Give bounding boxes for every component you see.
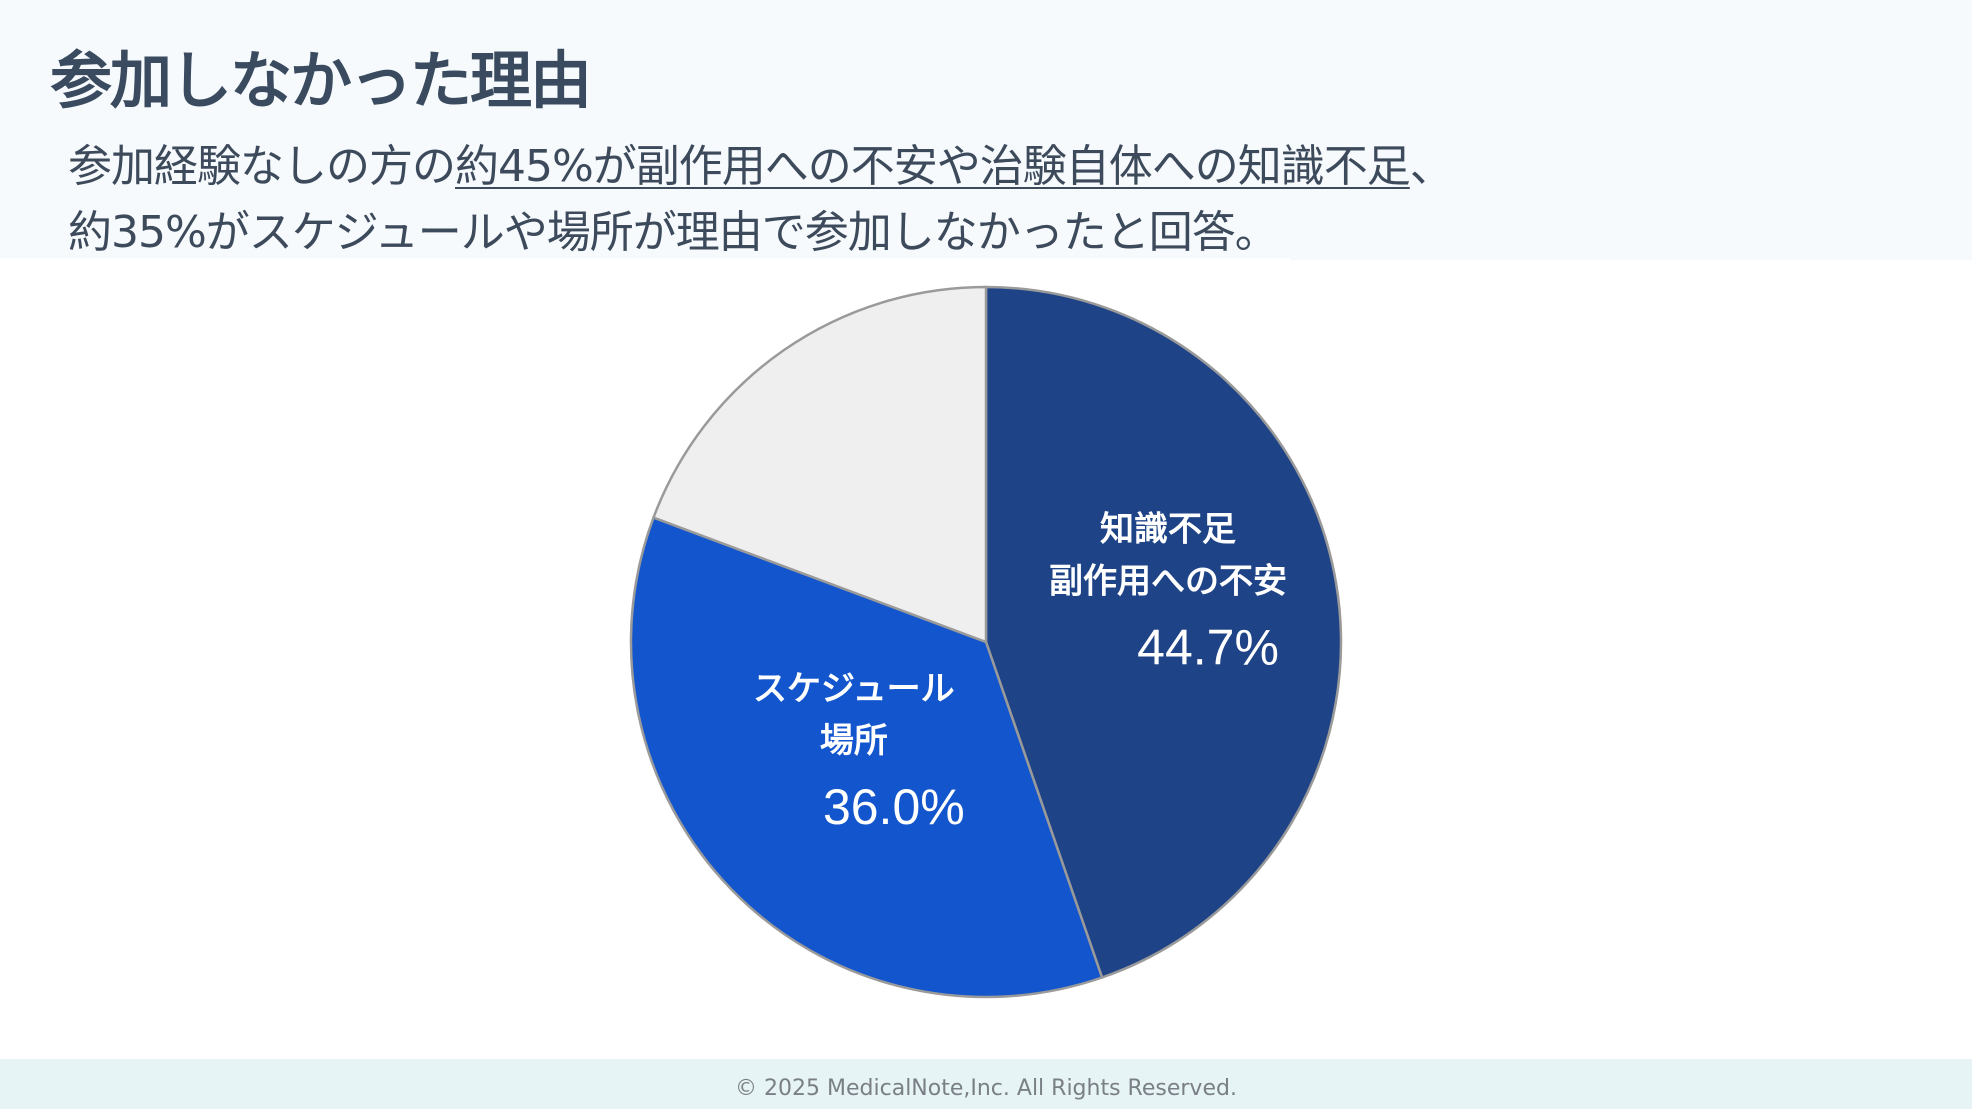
header-band-edge (1290, 250, 1972, 260)
slice-label-0-line-0: 知識不足 (1100, 509, 1236, 549)
slice-label-1-line-1: 場所 (820, 721, 888, 761)
pie-slice-0 (984, 285, 1343, 980)
subtitle-line-1: 参加経験なしの方の約45%が副作用への不安や治験自体への知識不足、 (68, 134, 1454, 200)
slice-label-1-line-0: スケジュール (753, 669, 955, 709)
pie-slice-1 (629, 515, 1104, 999)
slide-subtitle: 参加経験なしの方の約45%が副作用への不安や治験自体への知識不足、 約35%がス… (68, 134, 1454, 266)
footer-band (0, 1059, 1972, 1109)
subtitle-line-1-post: 、 (1409, 141, 1454, 192)
slide-title: 参加しなかった理由 (50, 44, 592, 117)
slice-value-label-1: 36.0% (823, 779, 965, 835)
slice-label-0-line-1: 副作用への不安 (1049, 561, 1287, 601)
pie-slice-2 (651, 285, 988, 644)
copyright-text: © 2025 MedicalNote,Inc. All Rights Reser… (735, 1076, 1237, 1101)
header-band (0, 0, 1972, 258)
subtitle-line-1-pre: 参加経験なしの方の (68, 141, 456, 192)
subtitle-line-2: 約35%がスケジュールや場所が理由で参加しなかったと回答。 (68, 207, 1279, 258)
subtitle-highlight: 約45%が副作用への不安や治験自体への知識不足 (455, 141, 1411, 192)
slice-value-label-0: 44.7% (1137, 619, 1279, 675)
